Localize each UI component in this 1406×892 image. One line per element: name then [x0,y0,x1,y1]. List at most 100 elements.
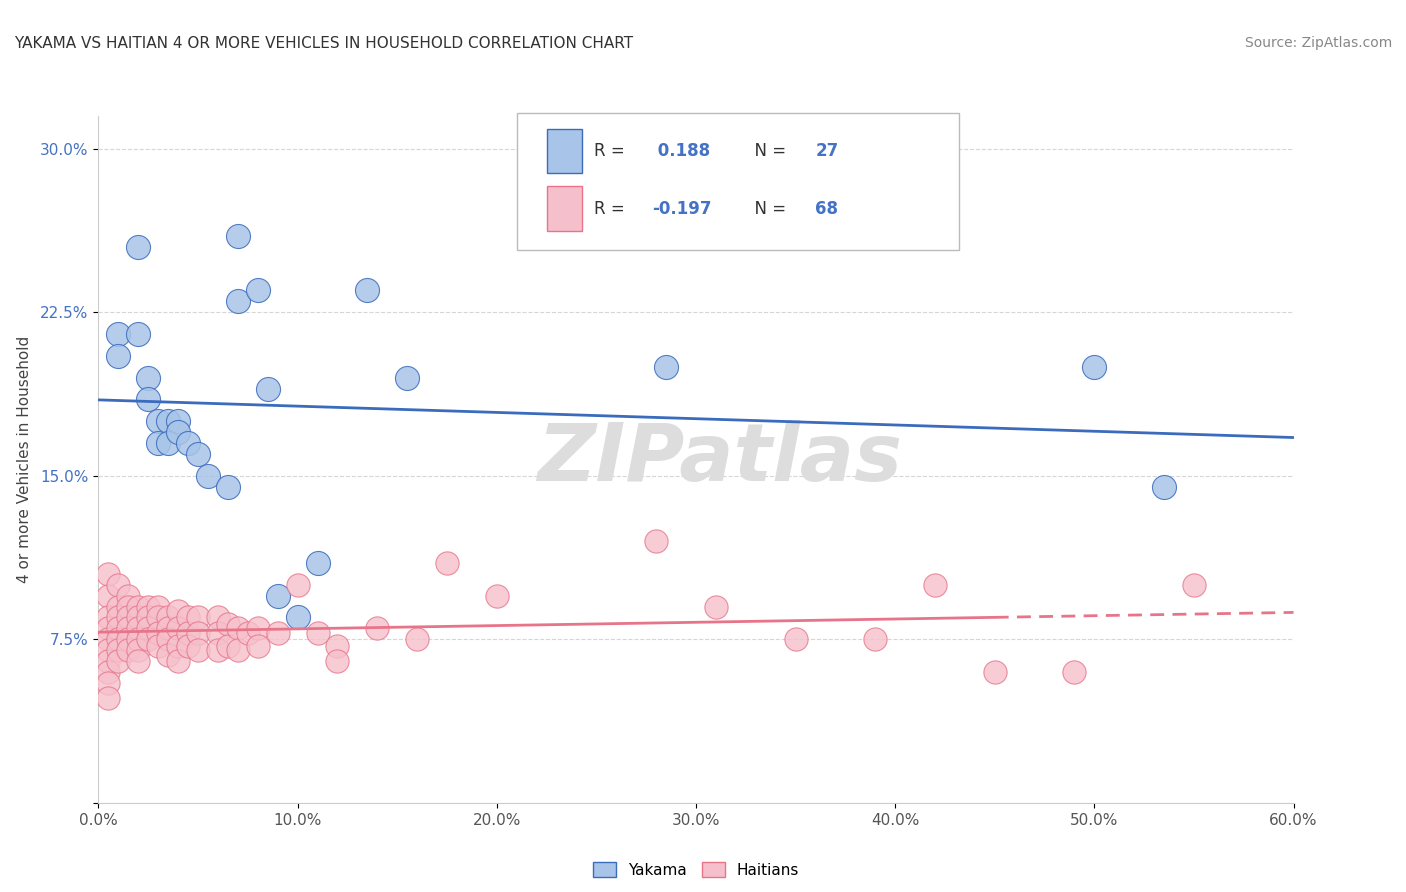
Point [217,480,239,494]
Point [136,392,159,407]
Point [157,610,180,624]
Point [246,621,269,635]
Point [97,643,120,657]
Point [226,643,249,657]
Text: 27: 27 [815,142,839,160]
Point [117,599,139,614]
Point [136,599,159,614]
Point [117,621,139,635]
Point [117,589,139,603]
Point [207,643,229,657]
Point [246,284,269,298]
Point [157,648,180,662]
Point [1153,480,1175,494]
Text: 68: 68 [815,200,838,218]
Point [107,610,129,624]
Point [117,643,139,657]
Point [1083,359,1105,374]
Point [704,599,727,614]
Point [127,643,149,657]
Point [148,414,170,428]
Point [117,632,139,647]
Point [167,604,190,618]
Point [127,621,149,635]
Point [107,621,129,635]
Point [177,639,200,653]
Point [107,599,129,614]
Point [127,326,149,341]
Point [1182,578,1205,592]
Point [97,589,120,603]
Point [107,632,129,647]
Point [226,621,249,635]
Point [107,643,129,657]
Point [127,599,149,614]
Point [187,610,209,624]
Point [326,654,349,668]
Text: N =: N = [744,200,792,218]
FancyBboxPatch shape [517,112,959,250]
Point [645,534,668,549]
Point [97,610,120,624]
Point [287,610,309,624]
Point [97,566,120,581]
Point [187,447,209,461]
Point [1063,665,1085,679]
Point [197,468,219,483]
Point [127,240,149,254]
Point [485,589,508,603]
Point [136,621,159,635]
Point [924,578,946,592]
Point [97,621,120,635]
FancyBboxPatch shape [547,128,582,173]
Point [177,610,200,624]
Point [148,610,170,624]
Point [246,639,269,653]
Point [167,425,190,439]
Point [436,556,458,570]
Point [356,284,378,298]
Point [97,632,120,647]
Point [326,639,349,653]
Point [187,643,209,657]
Text: R =: R = [595,142,630,160]
Point [287,578,309,592]
Point [127,654,149,668]
Point [148,625,170,640]
Point [865,632,887,647]
Point [157,632,180,647]
Point [177,436,200,450]
Point [148,436,170,450]
Point [226,228,249,243]
FancyBboxPatch shape [547,186,582,231]
Point [167,654,190,668]
Point [217,639,239,653]
Point [655,359,678,374]
Point [366,621,388,635]
Point [177,625,200,640]
Point [167,414,190,428]
Point [406,632,429,647]
Text: 0.188: 0.188 [652,142,710,160]
Legend: Yakama, Haitians: Yakama, Haitians [593,862,799,878]
Text: ZIPatlas: ZIPatlas [537,420,903,499]
Point [396,370,419,384]
Point [117,610,139,624]
Point [107,326,129,341]
Point [785,632,807,647]
Point [207,610,229,624]
Point [127,610,149,624]
Text: N =: N = [744,142,792,160]
Point [256,382,278,396]
Point [157,414,180,428]
Point [97,691,120,706]
Point [107,349,129,363]
Text: Source: ZipAtlas.com: Source: ZipAtlas.com [1244,36,1392,50]
Y-axis label: 4 or more Vehicles in Household: 4 or more Vehicles in Household [17,335,32,583]
Point [148,599,170,614]
Point [157,621,180,635]
Point [307,625,329,640]
Point [207,625,229,640]
Point [136,632,159,647]
Point [226,294,249,309]
